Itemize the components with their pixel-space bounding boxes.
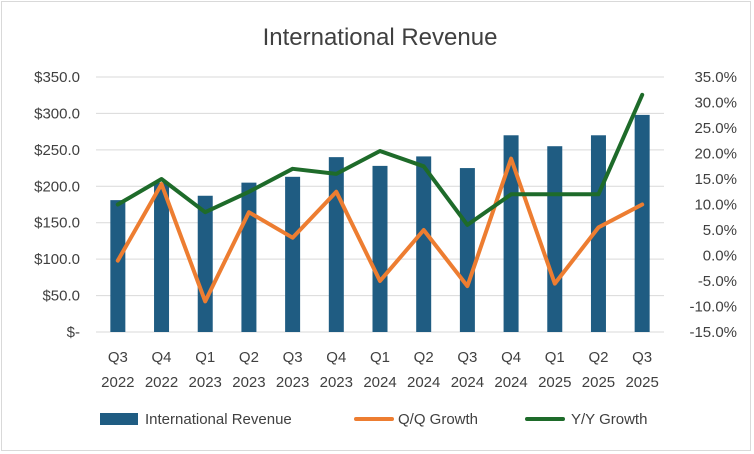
- revenue-bar: [241, 182, 257, 332]
- right-tick-label: 5.0%: [703, 222, 737, 239]
- left-tick-label: $200.0: [34, 178, 80, 195]
- left-tick-label: $300.0: [34, 105, 80, 122]
- x-tick-quarter: Q3: [632, 349, 652, 366]
- x-tick-year: 2024: [363, 374, 396, 391]
- x-tick-quarter: Q4: [152, 349, 172, 366]
- x-axis-ticks: Q3 2022 Q4 2022 Q1 2023 Q2 2023 Q3 2023 Q4 2023 Q1 20…: [101, 349, 659, 391]
- revenue-bar: [285, 176, 301, 332]
- legend-bar-swatch: [100, 413, 138, 425]
- q-q-growth-line: [115, 156, 645, 304]
- x-tick-quarter: Q3: [283, 349, 303, 366]
- right-tick-label: 15.0%: [694, 171, 737, 188]
- right-tick-label: -10.0%: [689, 299, 737, 316]
- revenue-bar: [372, 165, 388, 332]
- left-tick-label: $350.0: [34, 69, 80, 86]
- x-tick-quarter: Q1: [195, 349, 215, 366]
- left-tick-label: $-: [67, 324, 80, 341]
- x-tick-quarter: Q2: [239, 349, 259, 366]
- x-tick-year: 2023: [189, 374, 222, 391]
- chart-title: International Revenue: [263, 24, 498, 51]
- right-axis-ticks: -15.0% -10.0% -5.0% 0.0% 5.0% 10.0% 15.0% 20.0%…: [689, 69, 737, 341]
- legend-label: Y/Y Growth: [571, 411, 647, 428]
- legend-label: Q/Q Growth: [398, 411, 478, 428]
- right-tick-label: 0.0%: [703, 248, 737, 265]
- revenue-bars: [110, 114, 650, 332]
- revenue-bar: [154, 182, 170, 332]
- x-tick-quarter: Q1: [545, 349, 565, 366]
- x-tick-year: 2022: [101, 374, 134, 391]
- x-tick-year: 2024: [407, 374, 440, 391]
- x-tick-year: 2025: [538, 374, 571, 391]
- right-tick-label: 35.0%: [694, 69, 737, 86]
- left-axis-ticks: $- $50.0 $100.0 $150.0 $200.0 $250.0 $300.0 $35…: [34, 69, 80, 341]
- x-tick-year: 2024: [451, 374, 484, 391]
- x-tick-quarter: Q3: [108, 349, 128, 366]
- right-tick-label: 25.0%: [694, 120, 737, 137]
- legend-label: International Revenue: [145, 411, 292, 428]
- right-tick-label: -5.0%: [698, 273, 737, 290]
- x-tick-quarter: Q4: [501, 349, 521, 366]
- revenue-bar: [110, 200, 126, 332]
- x-tick-year: 2025: [582, 374, 615, 391]
- revenue-bar: [416, 156, 432, 332]
- x-tick-quarter: Q2: [588, 349, 608, 366]
- right-tick-label: 20.0%: [694, 146, 737, 163]
- growth-lines: [115, 92, 645, 304]
- legend: International Revenue Q/Q Growth Y/Y Growt…: [100, 411, 647, 428]
- right-tick-label: -15.0%: [689, 324, 737, 341]
- revenue-bar: [459, 168, 475, 332]
- left-tick-label: $100.0: [34, 251, 80, 268]
- revenue-bar: [197, 195, 213, 332]
- x-tick-quarter: Q4: [326, 349, 346, 366]
- x-tick-year: 2023: [320, 374, 353, 391]
- left-tick-label: $50.0: [42, 288, 80, 305]
- y-y-growth-line: [115, 92, 645, 227]
- x-tick-quarter: Q2: [414, 349, 434, 366]
- right-tick-label: 10.0%: [694, 197, 737, 214]
- right-tick-label: 30.0%: [694, 95, 737, 112]
- revenue-bar: [547, 146, 563, 332]
- x-tick-year: 2023: [276, 374, 309, 391]
- x-tick-year: 2024: [494, 374, 527, 391]
- revenue-bar: [634, 114, 650, 332]
- x-tick-quarter: Q3: [457, 349, 477, 366]
- left-tick-label: $250.0: [34, 142, 80, 159]
- left-tick-label: $150.0: [34, 215, 80, 232]
- revenue-bar: [328, 157, 344, 332]
- revenue-bar: [503, 135, 519, 332]
- x-tick-year: 2023: [232, 374, 265, 391]
- x-tick-year: 2025: [625, 374, 658, 391]
- x-tick-year: 2022: [145, 374, 178, 391]
- x-tick-quarter: Q1: [370, 349, 390, 366]
